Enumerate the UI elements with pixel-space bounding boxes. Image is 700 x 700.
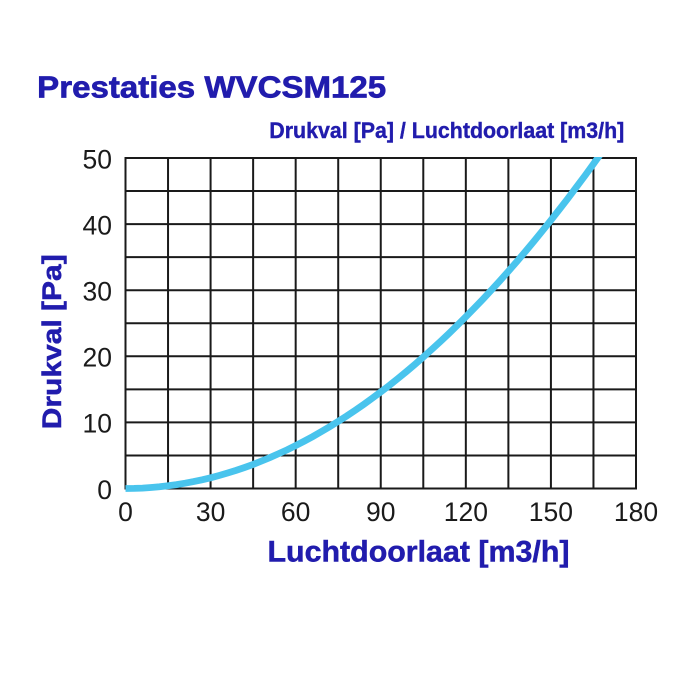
- svg-text:180: 180: [614, 497, 658, 527]
- svg-text:40: 40: [83, 210, 112, 240]
- svg-text:120: 120: [444, 497, 488, 527]
- svg-text:50: 50: [83, 144, 112, 174]
- svg-text:Drukval [Pa]: Drukval [Pa]: [37, 254, 67, 429]
- svg-text:10: 10: [83, 409, 112, 439]
- svg-text:Prestaties WVCSM125: Prestaties WVCSM125: [37, 69, 386, 104]
- svg-text:150: 150: [529, 497, 573, 527]
- svg-text:0: 0: [97, 475, 112, 505]
- svg-text:Drukval [Pa] / Luchtdoorlaat [: Drukval [Pa] / Luchtdoorlaat [m3/h]: [269, 118, 624, 143]
- svg-text:30: 30: [196, 497, 225, 527]
- svg-text:30: 30: [83, 277, 112, 307]
- svg-text:60: 60: [281, 497, 310, 527]
- svg-text:Luchtdoorlaat [m3/h]: Luchtdoorlaat [m3/h]: [268, 536, 570, 569]
- svg-text:0: 0: [118, 497, 133, 527]
- svg-text:90: 90: [366, 497, 395, 527]
- svg-text:20: 20: [83, 343, 112, 373]
